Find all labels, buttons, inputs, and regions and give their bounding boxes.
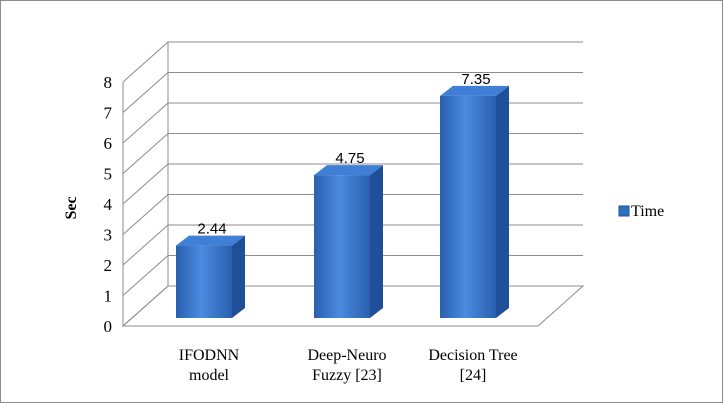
- y-tick-label: 1: [104, 287, 113, 306]
- y-tick-label: 8: [104, 73, 113, 92]
- y-tick-label: 3: [104, 226, 113, 245]
- y-tick-label: 7: [104, 104, 113, 123]
- legend-label-time: Time: [631, 203, 664, 220]
- bar: [440, 85, 509, 318]
- x-category-label: Decision Tree: [428, 347, 517, 364]
- gridline: [122, 41, 583, 83]
- x-category-label: Deep-Neuro: [307, 347, 386, 364]
- x-axis-categories: IFODNN model Deep-Neuro Fuzzy [23] Decision …: [179, 347, 518, 384]
- y-tick-label: 5: [104, 165, 113, 184]
- bar: [314, 165, 383, 318]
- chart-floor: [121, 285, 585, 327]
- data-label: 2.44: [197, 221, 226, 238]
- gridline: [122, 72, 583, 113]
- data-label: 7.35: [461, 71, 490, 88]
- x-category-label: [24]: [460, 367, 487, 384]
- x-category-label: model: [189, 367, 230, 384]
- x-category-label: Fuzzy [23]: [312, 367, 382, 384]
- y-tick-label: 4: [104, 195, 113, 214]
- x-category-label: IFODNN: [179, 347, 240, 364]
- data-label: 4.75: [335, 150, 364, 167]
- y-tick-label: 6: [104, 134, 113, 153]
- legend-swatch: [618, 205, 630, 217]
- legend: Time: [618, 203, 664, 220]
- y-tick-label: 2: [104, 256, 113, 275]
- y-tick-label: 0: [104, 317, 113, 336]
- y-axis-label: Sec: [63, 196, 80, 219]
- gridline: [122, 102, 583, 144]
- bars: 2.44 4.75 7.35: [176, 71, 509, 318]
- bar: [176, 235, 245, 318]
- y-axis-ticks: 0 1 2 3 4 5 6 7 8: [104, 73, 113, 336]
